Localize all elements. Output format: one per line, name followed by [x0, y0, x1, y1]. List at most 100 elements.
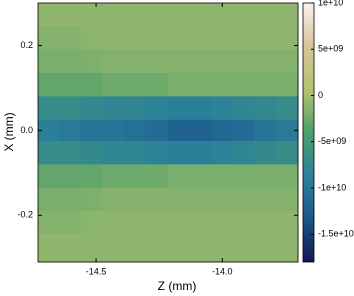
heat-cell	[123, 49, 146, 74]
heat-cell	[123, 73, 146, 97]
heat-cell	[59, 26, 82, 51]
heat-cell	[232, 73, 255, 97]
heat-cell	[168, 164, 190, 189]
heat-cell	[59, 3, 82, 27]
heat-cell	[210, 73, 233, 97]
heat-cell	[168, 3, 190, 27]
heat-cell	[276, 119, 299, 142]
heat-cell	[276, 187, 299, 212]
heat-cell	[210, 3, 233, 27]
heat-cell	[123, 140, 146, 165]
heat-cell	[232, 234, 255, 263]
heat-cell	[80, 187, 103, 212]
heat-cell	[232, 140, 255, 165]
heat-cell	[145, 73, 169, 97]
heat-cell	[168, 73, 190, 97]
heat-cell	[80, 164, 103, 189]
colorbar-tick-label: 5e+09	[318, 44, 343, 54]
heat-cell	[102, 73, 125, 97]
x-tick-label: -14.5	[86, 266, 107, 276]
heat-cell	[80, 234, 103, 263]
heat-cell	[80, 119, 103, 142]
heat-cell	[210, 96, 233, 121]
heat-cell	[123, 211, 146, 235]
heat-cell	[189, 164, 212, 189]
colorbar-tick-label: 1e+10	[318, 0, 343, 7]
heat-cell	[276, 211, 299, 235]
heat-cell	[102, 3, 125, 27]
heat-cell	[253, 234, 278, 263]
heat-cell	[123, 26, 146, 51]
y-axis-label: X (mm)	[2, 112, 16, 151]
colorbar-tick-label: -1e+10	[318, 182, 346, 192]
heat-cell	[276, 49, 299, 74]
heat-cell	[102, 234, 125, 263]
heat-cell	[38, 26, 60, 51]
heat-cell	[210, 211, 233, 235]
heat-cell	[253, 211, 278, 235]
heat-cell	[102, 187, 125, 212]
heat-cell	[253, 140, 278, 165]
plot-frame	[37, 2, 299, 263]
heat-cell	[253, 187, 278, 212]
heat-cell	[210, 187, 233, 212]
heat-cell	[168, 96, 190, 121]
heat-cell	[232, 49, 255, 74]
heat-cell	[210, 234, 233, 263]
heat-cell	[145, 164, 169, 189]
heat-cell	[189, 73, 212, 97]
heat-cell	[80, 26, 103, 51]
heat-cell	[38, 164, 60, 189]
heat-cell	[102, 26, 125, 51]
heat-cell	[38, 187, 60, 212]
heat-cell	[189, 234, 212, 263]
heat-cell	[189, 3, 212, 27]
heat-cell	[145, 119, 169, 142]
colorbar-tick-label: -1.5e+10	[318, 229, 354, 239]
heat-cell	[102, 140, 125, 165]
heat-cell	[276, 140, 299, 165]
heat-cell	[232, 26, 255, 51]
heat-cell	[145, 49, 169, 74]
heat-cell	[253, 73, 278, 97]
heat-cell	[232, 187, 255, 212]
heat-cell	[123, 96, 146, 121]
heat-cell	[145, 211, 169, 235]
heat-cell	[210, 26, 233, 51]
heat-cell	[38, 3, 60, 27]
heat-cell	[232, 211, 255, 235]
heat-cell	[210, 49, 233, 74]
heat-cell	[102, 49, 125, 74]
heat-cell	[123, 187, 146, 212]
heat-cell	[253, 96, 278, 121]
heat-cell	[168, 26, 190, 51]
heat-cell	[232, 3, 255, 27]
heat-cell	[123, 234, 146, 263]
heat-cell	[59, 164, 82, 189]
heat-cell	[189, 119, 212, 142]
heat-cell	[38, 73, 60, 97]
heat-cell	[145, 140, 169, 165]
heat-cell	[102, 164, 125, 189]
heat-cell	[102, 119, 125, 142]
heat-cell	[80, 73, 103, 97]
x-tick-label: -14.0	[212, 266, 233, 276]
heat-cell	[168, 119, 190, 142]
heat-cell	[276, 96, 299, 121]
heat-cell	[253, 164, 278, 189]
heat-cell	[145, 3, 169, 27]
heat-cell	[123, 3, 146, 27]
heat-cell	[59, 96, 82, 121]
heat-cell	[189, 49, 212, 74]
heat-cell	[38, 140, 60, 165]
heat-cell	[276, 164, 299, 189]
heat-cell	[276, 234, 299, 263]
heat-cell	[168, 49, 190, 74]
heat-cell	[232, 164, 255, 189]
heat-cell	[102, 96, 125, 121]
heat-cell	[145, 234, 169, 263]
heat-cell	[168, 187, 190, 212]
x-axis-label: Z (mm)	[158, 279, 197, 293]
